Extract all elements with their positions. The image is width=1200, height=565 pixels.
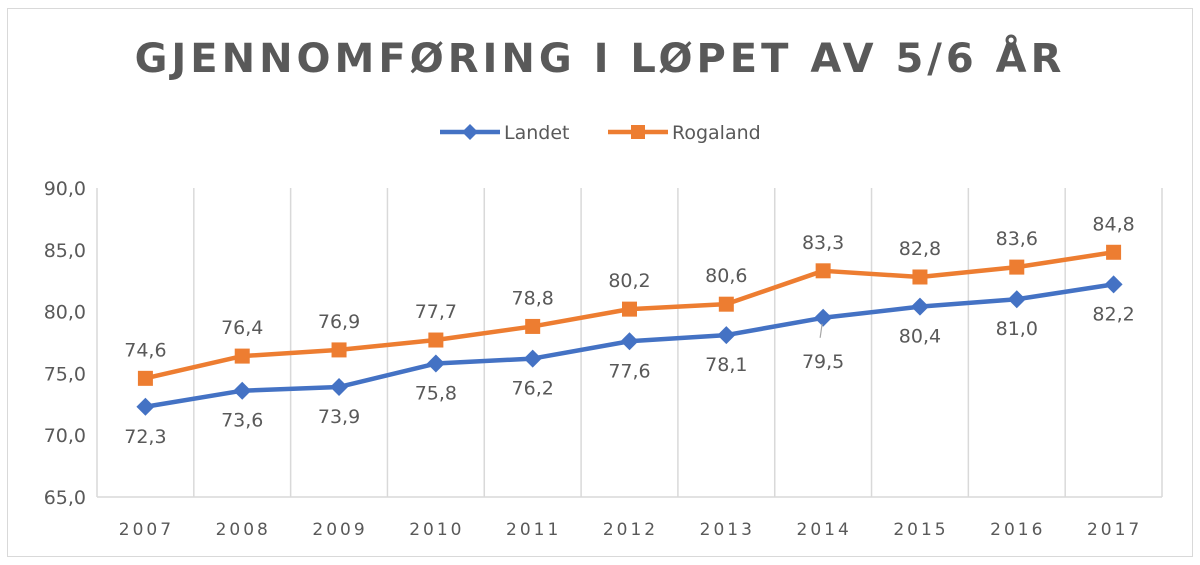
- data-point-landet: [426, 354, 445, 373]
- data-point-landet: [910, 297, 929, 316]
- data-point-rogaland: [234, 348, 250, 364]
- data-point-landet: [620, 332, 639, 351]
- data-label-landet: 78,1: [705, 354, 747, 376]
- y-tick-label: 65,0: [44, 487, 86, 509]
- data-point-landet: [330, 377, 349, 396]
- x-tick-label: 2013: [700, 520, 755, 540]
- x-tick-label: 2016: [990, 520, 1045, 540]
- data-point-rogaland: [815, 263, 831, 279]
- data-point-rogaland: [622, 301, 637, 317]
- data-point-landet: [233, 381, 252, 400]
- data-label-landet: 75,8: [415, 383, 457, 405]
- data-point-landet: [814, 308, 833, 327]
- y-tick-label: 90,0: [44, 178, 86, 200]
- data-label-rogaland: 77,7: [415, 301, 457, 323]
- data-label-rogaland: 80,2: [608, 270, 650, 292]
- data-label-rogaland: 83,6: [996, 228, 1038, 250]
- x-tick-label: 2014: [797, 520, 852, 540]
- data-point-rogaland: [137, 370, 153, 386]
- y-tick-label: 75,0: [44, 363, 86, 385]
- x-tick-label: 2009: [312, 520, 367, 540]
- x-tick-label: 2010: [409, 520, 464, 540]
- legend-marker-rogaland: [631, 125, 645, 139]
- data-point-rogaland: [912, 269, 928, 285]
- data-point-rogaland: [331, 342, 347, 358]
- data-label-landet: 81,0: [996, 318, 1038, 340]
- y-tick-label: 85,0: [44, 240, 86, 262]
- x-tick-label: 2011: [506, 520, 561, 540]
- legend-label-rogaland: Rogaland: [672, 122, 761, 144]
- data-point-rogaland: [1009, 259, 1025, 275]
- data-point-rogaland: [718, 296, 734, 312]
- y-axis: 65,0 70,0 75,0 80,0 85,0 90,0: [44, 178, 86, 509]
- legend-label-landet: Landet: [504, 122, 569, 144]
- x-tick-label: 2007: [119, 520, 174, 540]
- data-point-rogaland: [1106, 244, 1122, 260]
- data-point-landet: [136, 397, 155, 416]
- data-point-landet: [523, 349, 542, 368]
- data-label-rogaland: 74,6: [124, 339, 166, 361]
- data-label-rogaland: 78,8: [512, 287, 554, 309]
- data-point-rogaland: [525, 318, 541, 334]
- data-label-rogaland: 82,8: [899, 238, 941, 260]
- x-axis: 2007 2008 2009 2010 2011 2012 2013 2014 2015 2016…: [119, 520, 1142, 540]
- data-point-landet: [1104, 275, 1123, 294]
- legend: Landet Rogaland: [440, 122, 761, 144]
- data-point-landet: [717, 326, 736, 345]
- data-label-landet: 72,3: [124, 426, 166, 448]
- chart-title: GJENNOMFØRING I LØPET AV 5/6 ÅR: [134, 36, 1066, 82]
- x-tick-label: 2012: [603, 520, 658, 540]
- x-tick-label: 2015: [893, 520, 948, 540]
- data-label-rogaland: 83,3: [802, 232, 844, 254]
- data-labels: 72,3 73,6 73,9 75,8 76,2 77,6 78,1 79,5 80,4 81,0…: [124, 213, 1134, 448]
- data-label-landet: 82,2: [1092, 303, 1134, 325]
- data-label-landet: 73,6: [221, 410, 263, 432]
- legend-marker-landet: [462, 124, 478, 140]
- data-label-landet: 77,6: [608, 360, 650, 382]
- data-label-landet: 76,2: [512, 378, 554, 400]
- leader-line: [819, 323, 823, 338]
- data-point-rogaland: [428, 332, 444, 348]
- data-label-landet: 80,4: [899, 326, 941, 348]
- y-tick-label: 80,0: [44, 302, 86, 324]
- x-tick-label: 2008: [216, 520, 271, 540]
- data-label-landet: 73,9: [318, 406, 360, 428]
- y-tick-label: 70,0: [44, 425, 86, 447]
- data-point-landet: [1007, 290, 1026, 309]
- series-group: [136, 244, 1123, 416]
- x-tick-label: 2017: [1087, 520, 1142, 540]
- data-label-landet: 79,5: [802, 351, 844, 373]
- data-label-rogaland: 84,8: [1092, 213, 1134, 235]
- data-label-rogaland: 80,6: [705, 265, 747, 287]
- data-label-rogaland: 76,9: [318, 311, 360, 333]
- chart-frame: [7, 8, 1193, 557]
- data-label-rogaland: 76,4: [221, 317, 263, 339]
- grid-lines: [96, 188, 1163, 498]
